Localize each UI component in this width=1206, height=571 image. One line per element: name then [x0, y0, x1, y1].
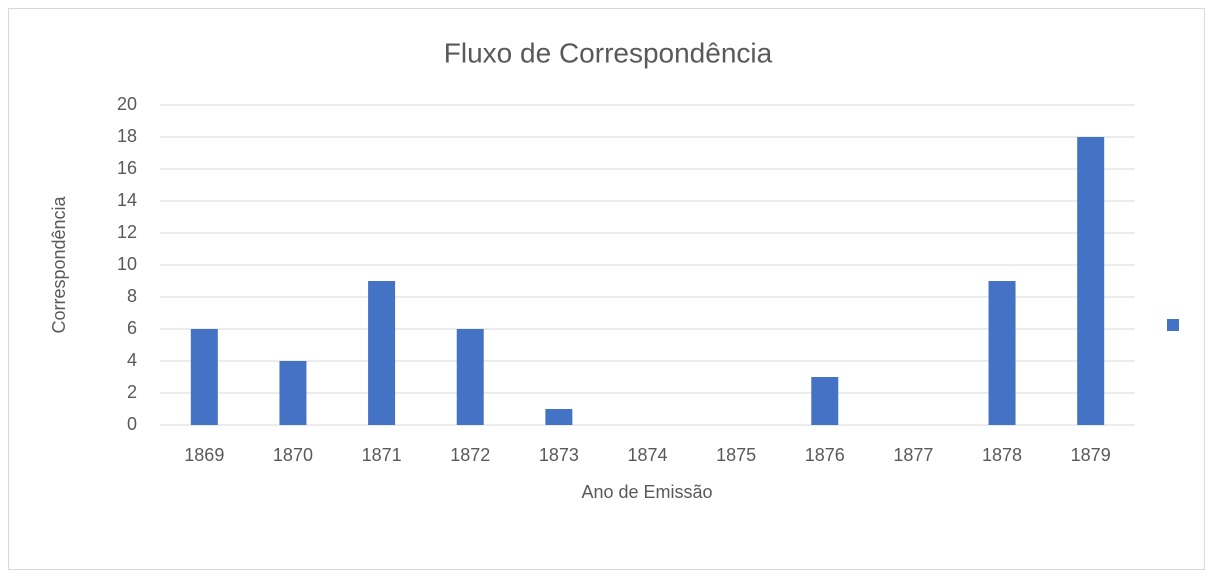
x-tick-label: 1876	[805, 445, 845, 465]
bar	[456, 329, 484, 425]
x-tick-label: 1871	[362, 445, 402, 465]
y-tick-label: 4	[127, 350, 137, 370]
x-tick-label: 1875	[716, 445, 756, 465]
x-tick-label: 1874	[627, 445, 667, 465]
y-tick-label: 10	[117, 254, 137, 274]
x-tick-label: 1872	[450, 445, 490, 465]
y-tick-label: 8	[127, 286, 137, 306]
bar	[368, 281, 396, 425]
bar	[545, 409, 573, 425]
y-tick-label: 0	[127, 414, 137, 434]
bar	[988, 281, 1016, 425]
y-tick-label: 12	[117, 222, 137, 242]
x-tick-label: 1877	[893, 445, 933, 465]
chart-title: Fluxo de Correspondência	[444, 37, 773, 68]
x-axis-label: Ano de Emissão	[581, 482, 712, 502]
bar	[279, 361, 307, 425]
y-tick-label: 14	[117, 190, 137, 210]
x-tick-label: 1878	[982, 445, 1022, 465]
bar	[1077, 137, 1105, 425]
bar	[811, 377, 839, 425]
y-tick-label: 16	[117, 158, 137, 178]
y-tick-label: 18	[117, 126, 137, 146]
y-tick-label: 20	[117, 94, 137, 114]
y-tick-label: 2	[127, 382, 137, 402]
y-tick-label: 6	[127, 318, 137, 338]
bar	[190, 329, 218, 425]
y-axis-label: Correspondência	[49, 195, 69, 333]
legend-marker	[1167, 319, 1179, 331]
x-tick-label: 1869	[184, 445, 224, 465]
x-tick-label: 1873	[539, 445, 579, 465]
x-tick-label: 1870	[273, 445, 313, 465]
x-tick-label: 1879	[1071, 445, 1111, 465]
